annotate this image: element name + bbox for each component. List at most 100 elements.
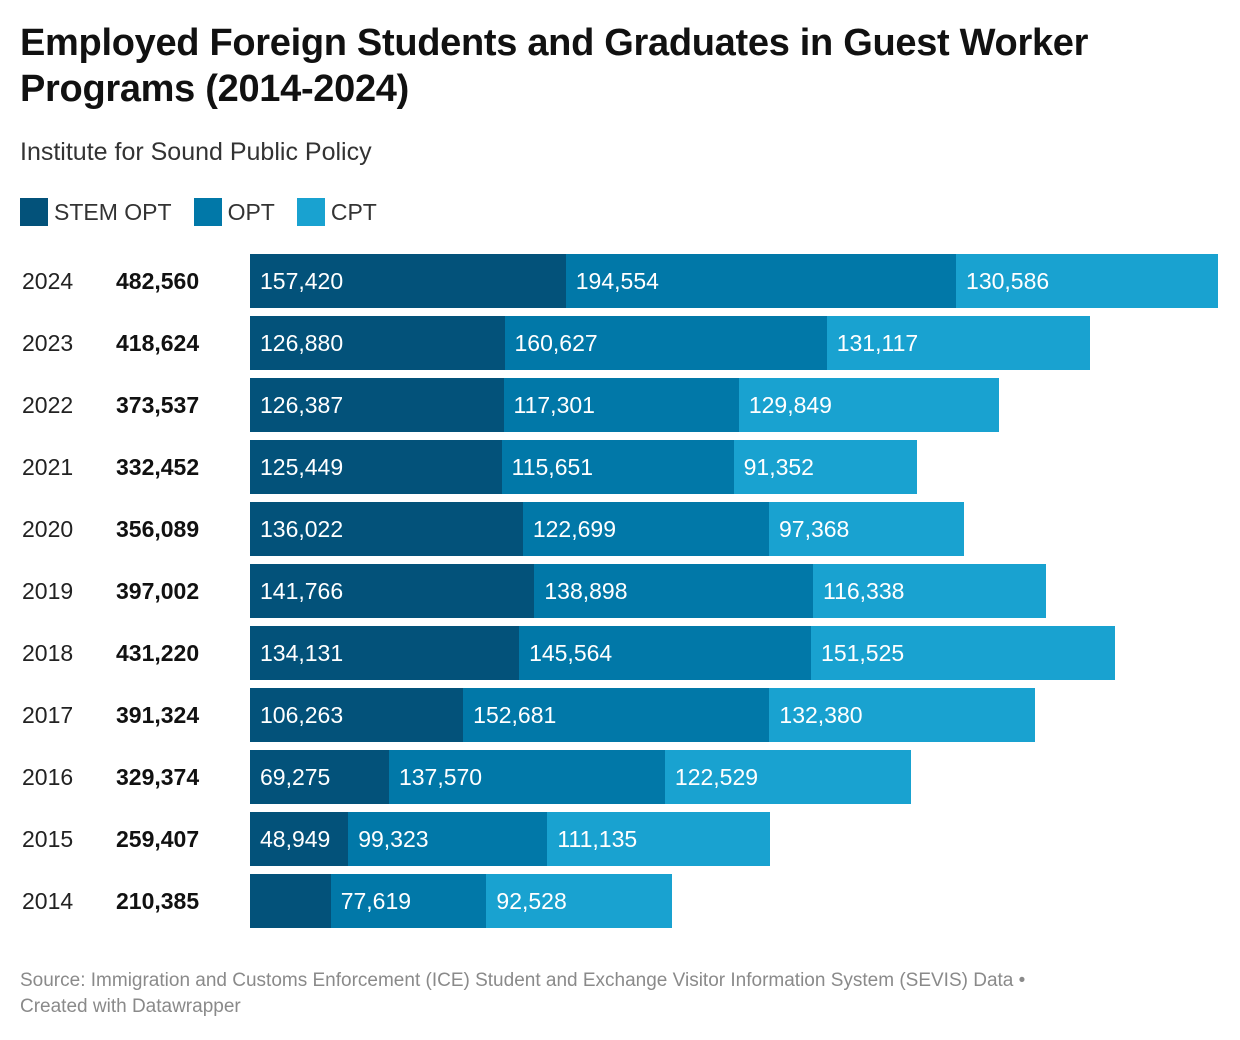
bar-row-2020: 2020 356,089 136,022 122,699 97,368 [0, 502, 1240, 556]
data-label: 137,570 [398, 764, 483, 790]
year-label: 2023 [22, 330, 74, 356]
bar-segment-cpt: 129,849 [738, 378, 1000, 432]
bar-segment-stem-opt: 125,449 [250, 440, 502, 494]
data-label: 157,420 [260, 268, 344, 294]
year-label: 2020 [22, 516, 74, 542]
bar-segment-opt: 99,323 [348, 812, 548, 866]
total-label: 373,537 [116, 392, 200, 418]
data-label: 151,525 [821, 640, 905, 666]
bar-segment-cpt: 151,525 [811, 626, 1115, 680]
year-label: 2017 [22, 702, 74, 728]
data-label: 111,135 [557, 826, 638, 852]
bar-segment-opt: 137,570 [388, 750, 665, 804]
year-label: 2015 [22, 826, 74, 852]
data-label: 48,949 [260, 826, 331, 852]
bar-segment-stem-opt: 126,387 [250, 378, 504, 432]
total-label: 210,385 [116, 888, 200, 914]
data-label: 122,529 [674, 764, 759, 790]
legend-swatch-opt [193, 198, 222, 226]
total-label: 259,407 [116, 826, 200, 852]
bar-segment-cpt: 91,352 [733, 440, 917, 494]
bar-row-2016: 2016 329,374 69,275 137,570 122,529 [0, 750, 1240, 804]
data-label: 69,275 [260, 764, 331, 790]
data-label: 132,380 [779, 702, 863, 728]
data-label: 125,449 [260, 454, 344, 480]
bar-segment-opt: 145,564 [519, 626, 812, 680]
bar-segment-cpt: 131,117 [826, 316, 1090, 370]
bar-row-2021: 2021 332,452 125,449 115,651 91,352 [0, 440, 1240, 494]
bar-segment-opt: 115,651 [501, 440, 734, 494]
year-label: 2016 [22, 764, 74, 790]
data-label: 134,131 [260, 640, 344, 666]
data-label: 99,323 [358, 826, 429, 852]
data-label: 138,898 [544, 578, 628, 604]
bar-segment-cpt: 132,380 [769, 688, 1035, 742]
bar-segment-opt: 117,301 [503, 378, 739, 432]
bar-segment-opt: 138,898 [534, 564, 813, 618]
bar-row-2022: 2022 373,537 126,387 117,301 129,849 [0, 378, 1240, 432]
legend-item-cpt: CPT [296, 198, 377, 226]
bar-segment-cpt: 92,528 [486, 874, 672, 928]
data-label: 136,022 [260, 516, 344, 542]
chart-subtitle: Institute for Sound Public Policy [20, 138, 372, 166]
year-label: 2024 [22, 268, 74, 294]
data-label: 129,849 [748, 392, 832, 418]
bar-segment-stem-opt: 136,022 [250, 502, 523, 556]
legend-item-stem-opt: STEM OPT [20, 198, 172, 226]
total-label: 391,324 [116, 702, 200, 728]
year-label: 2021 [22, 454, 74, 480]
bar-segment-stem-opt: 157,420 [250, 254, 566, 308]
bar-segment-stem-opt [250, 874, 331, 928]
footer-source: Source: Immigration and Customs Enforcem… [20, 970, 1026, 991]
bar-segment-cpt: 122,529 [664, 750, 911, 804]
data-label: 116,338 [823, 578, 905, 604]
bar-segment-stem-opt: 126,880 [250, 316, 505, 370]
data-label: 122,699 [532, 516, 616, 542]
bar-segment-cpt: 116,338 [813, 564, 1047, 618]
bar-row-2015: 2015 259,407 48,949 99,323 111,135 [0, 812, 1240, 866]
chart-title: Employed Foreign Students and Graduates … [20, 22, 1089, 110]
data-label: 145,564 [529, 640, 613, 666]
data-label: 77,619 [340, 888, 412, 914]
data-label: 160,627 [514, 330, 598, 356]
total-label: 329,374 [116, 764, 200, 790]
data-label: 126,387 [260, 392, 344, 418]
data-label: 130,586 [966, 268, 1050, 294]
data-label: 131,117 [836, 330, 919, 356]
legend-label-cpt: CPT [330, 198, 377, 225]
bar-segment-cpt: 97,368 [768, 502, 965, 556]
total-label: 482,560 [116, 268, 200, 294]
legend-item-opt: OPT [193, 198, 275, 226]
bar-segment-stem-opt: 106,263 [250, 688, 464, 742]
bar-segment-cpt: 111,135 [547, 812, 771, 866]
bar-segment-opt: 122,699 [522, 502, 769, 556]
bar-segment-opt: 152,681 [463, 688, 770, 742]
legend-label-opt: OPT [227, 198, 275, 225]
footer-credit: Created with Datawrapper [20, 996, 241, 1017]
bar-segment-stem-opt: 134,131 [250, 626, 520, 680]
bar-segment-stem-opt: 48,949 [250, 812, 349, 866]
legend: STEM OPT OPT CPT [20, 196, 399, 228]
total-label: 397,002 [116, 578, 200, 604]
data-label: 126,880 [260, 330, 344, 356]
bar-segment-stem-opt: 141,766 [250, 564, 535, 618]
bar-row-2024: 2024 482,560 157,420 194,554 130,586 [0, 254, 1240, 308]
total-label: 356,089 [116, 516, 200, 542]
total-label: 332,452 [116, 454, 200, 480]
bar-segment-opt: 77,619 [330, 874, 487, 928]
chart-footer: Source: Immigration and Customs Enforcem… [20, 968, 1220, 1020]
bar-row-2023: 2023 418,624 126,880 160,627 131,117 [0, 316, 1240, 370]
year-label: 2018 [22, 640, 74, 666]
total-label: 418,624 [116, 330, 200, 356]
bar-segment-opt: 194,554 [565, 254, 957, 308]
bar-row-2014: 2014 210,385 77,619 92,528 [0, 874, 1240, 928]
bar-row-2017: 2017 391,324 106,263 152,681 132,380 [0, 688, 1240, 742]
data-label: 91,352 [743, 454, 814, 480]
bar-segment-opt: 160,627 [504, 316, 827, 370]
legend-swatch-cpt [296, 198, 325, 226]
data-label: 141,766 [260, 578, 344, 604]
legend-label-stem-opt: STEM OPT [54, 198, 172, 225]
year-label: 2014 [22, 888, 74, 914]
data-label: 106,263 [260, 702, 344, 728]
year-label: 2019 [22, 578, 74, 604]
